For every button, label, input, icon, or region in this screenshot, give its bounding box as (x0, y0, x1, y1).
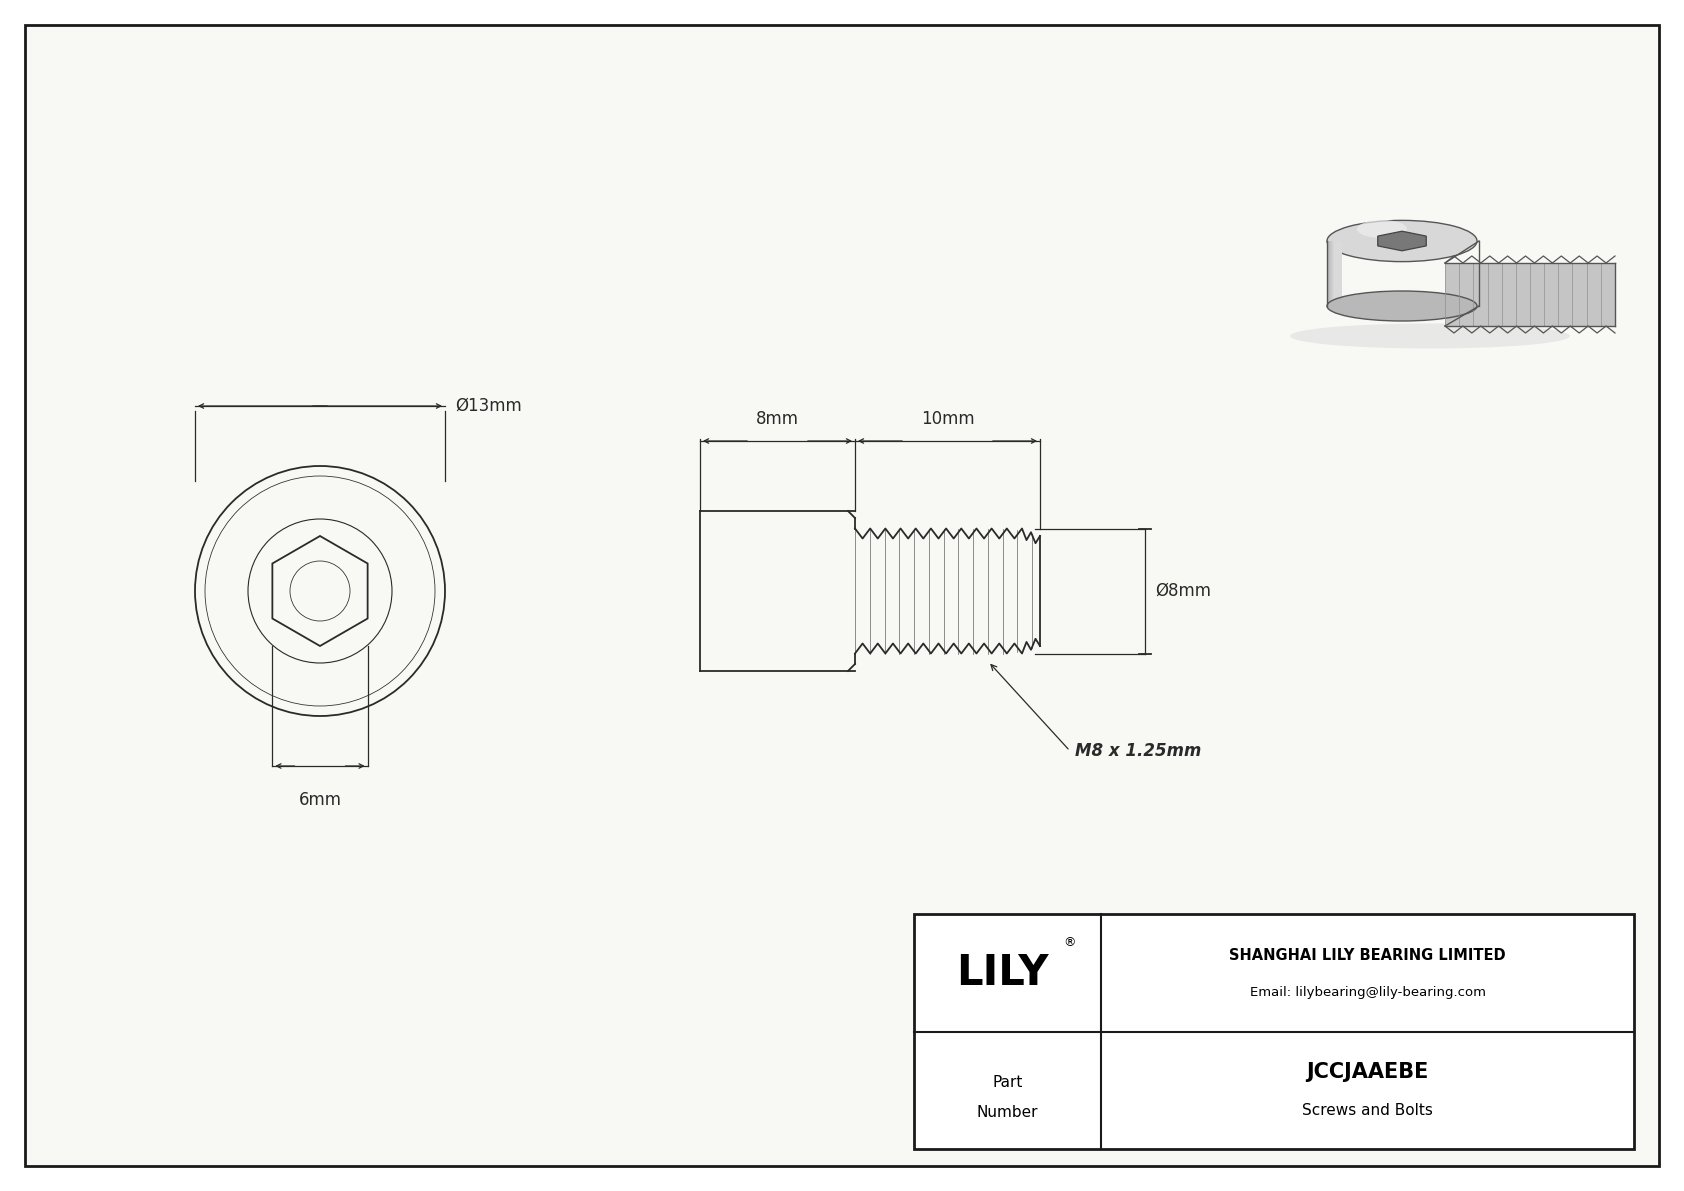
Text: Part: Part (992, 1074, 1022, 1090)
Bar (1334, 241, 1340, 306)
Ellipse shape (1290, 324, 1569, 349)
Text: Screws and Bolts: Screws and Bolts (1302, 1103, 1433, 1117)
Text: ®: ® (1063, 936, 1076, 949)
Bar (1329, 241, 1337, 306)
Bar (1332, 241, 1339, 306)
Bar (914, 913, 1633, 1149)
Bar (1332, 241, 1339, 306)
Text: Email: lilybearing@lily-bearing.com: Email: lilybearing@lily-bearing.com (1250, 986, 1485, 999)
Bar (1445, 263, 1615, 326)
Text: JCCJAAEBE: JCCJAAEBE (1307, 1062, 1428, 1083)
Text: LILY: LILY (957, 952, 1049, 993)
Bar (1327, 241, 1335, 306)
Bar (1327, 241, 1335, 306)
Polygon shape (1378, 231, 1426, 251)
Bar (1327, 241, 1335, 306)
Bar (1330, 241, 1339, 306)
Bar (1329, 241, 1335, 306)
Text: Number: Number (977, 1105, 1039, 1120)
Text: Ø13mm: Ø13mm (455, 397, 522, 414)
Text: 10mm: 10mm (921, 410, 975, 428)
Ellipse shape (1357, 220, 1408, 238)
Bar (1332, 241, 1340, 306)
Bar (1329, 241, 1337, 306)
Text: Ø8mm: Ø8mm (1155, 582, 1211, 600)
Text: SHANGHAI LILY BEARING LIMITED: SHANGHAI LILY BEARING LIMITED (1229, 948, 1505, 964)
Ellipse shape (1327, 220, 1477, 262)
Bar (1330, 241, 1337, 306)
Bar (1330, 241, 1339, 306)
Bar (1330, 241, 1339, 306)
Bar (1330, 241, 1337, 306)
Bar (1334, 241, 1342, 306)
Bar (1334, 241, 1342, 306)
Text: 6mm: 6mm (298, 791, 342, 809)
Ellipse shape (1327, 291, 1477, 322)
Bar (1329, 241, 1335, 306)
Text: 8mm: 8mm (756, 410, 798, 428)
Bar (1334, 241, 1340, 306)
Bar (1332, 241, 1340, 306)
Text: M8 x 1.25mm: M8 x 1.25mm (1074, 742, 1201, 760)
